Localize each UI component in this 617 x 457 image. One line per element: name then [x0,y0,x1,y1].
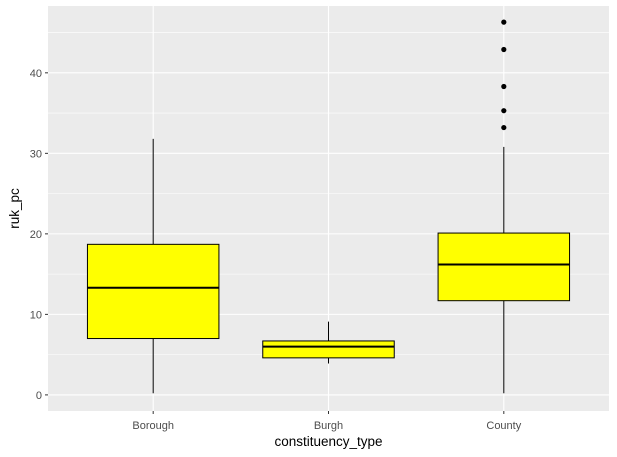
y-tick-label: 20 [30,229,42,241]
x-tick-label: County [486,420,521,432]
y-tick-label: 30 [30,148,42,160]
x-tick-label: Burgh [314,420,343,432]
outlier-point [501,124,507,131]
y-tick-label: 40 [30,68,42,80]
y-tick-label: 0 [36,390,42,402]
y-axis-title: ruk_pc [7,188,22,229]
outlier-point [501,83,507,90]
boxes [86,19,571,394]
outlier-point [501,46,507,53]
outlier-point [501,19,507,25]
y-tick-label: 10 [30,309,42,321]
x-axis: Borough Burgh County [132,411,522,432]
x-axis-title: constituency_type [274,434,382,449]
y-axis: 0 10 20 30 40 [30,68,48,402]
iqr-box [437,232,571,302]
box-borough [86,138,220,394]
iqr-box [86,243,220,340]
box-burgh [262,321,395,364]
outlier-point [501,108,507,114]
iqr-box [262,340,395,359]
x-tick-label: Borough [132,420,174,432]
box-county [437,19,571,394]
